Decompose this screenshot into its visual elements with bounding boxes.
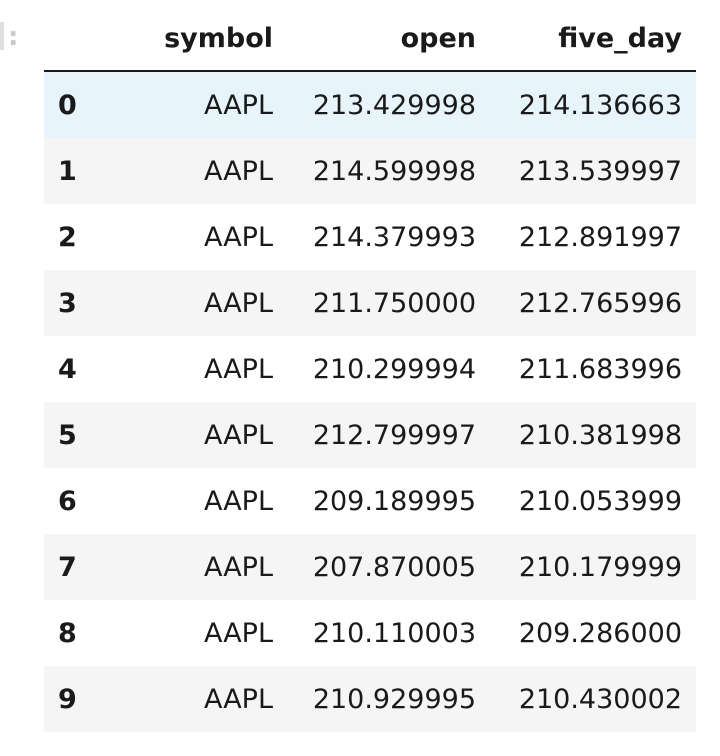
column-header-open: open xyxy=(273,4,476,72)
row-index: 1 xyxy=(58,155,77,187)
row-index: 6 xyxy=(58,485,77,517)
column-header-five-day: five_day xyxy=(476,4,696,72)
row-index: 2 xyxy=(58,221,77,253)
row-index: 3 xyxy=(58,287,77,319)
row-index: 4 xyxy=(58,353,77,385)
cell-open: 209.189995 xyxy=(312,485,476,517)
table-row: 0 AAPL 213.429998 214.136663 xyxy=(44,71,696,138)
cell-symbol: AAPL xyxy=(203,221,273,253)
column-header-symbol: symbol xyxy=(110,4,273,72)
cell-five-day: 214.136663 xyxy=(518,89,682,121)
cell-five-day: 213.539997 xyxy=(518,155,682,187)
cell-symbol: AAPL xyxy=(203,287,273,319)
table-row: 6 AAPL 209.189995 210.053999 xyxy=(44,468,696,534)
row-index: 9 xyxy=(58,683,77,715)
row-index: 5 xyxy=(58,419,77,451)
cell-five-day: 210.430002 xyxy=(518,683,682,715)
row-index: 8 xyxy=(58,617,77,649)
output-prompt-marker: : xyxy=(8,22,19,52)
table-row: 2 AAPL 214.379993 212.891997 xyxy=(44,204,696,270)
cell-symbol: AAPL xyxy=(203,683,273,715)
cell-five-day: 212.891997 xyxy=(518,221,682,253)
cell-five-day: 209.286000 xyxy=(518,617,682,649)
cell-five-day: 211.683996 xyxy=(518,353,682,385)
cell-symbol: AAPL xyxy=(203,617,273,649)
cell-open: 211.750000 xyxy=(312,287,476,319)
cell-symbol: AAPL xyxy=(203,485,273,517)
cell-open: 210.929995 xyxy=(312,683,476,715)
table-row: 9 AAPL 210.929995 210.430002 xyxy=(44,666,696,732)
cell-open: 210.299994 xyxy=(312,353,476,385)
table-row: 3 AAPL 211.750000 212.765996 xyxy=(44,270,696,336)
cell-symbol: AAPL xyxy=(203,353,273,385)
index-header xyxy=(44,4,110,72)
cell-open: 214.379993 xyxy=(312,221,476,253)
table-row: 5 AAPL 212.799997 210.381998 xyxy=(44,402,696,468)
cell-five-day: 212.765996 xyxy=(518,287,682,319)
cell-open: 214.599998 xyxy=(312,155,476,187)
cell-open: 212.799997 xyxy=(312,419,476,451)
cell-open: 210.110003 xyxy=(312,617,476,649)
table-row: 7 AAPL 207.870005 210.179999 xyxy=(44,534,696,600)
row-index: 7 xyxy=(58,551,77,583)
row-index: 0 xyxy=(58,89,77,121)
header-row: symbol open five_day xyxy=(44,4,696,72)
cell-symbol: AAPL xyxy=(203,155,273,187)
cell-symbol: AAPL xyxy=(203,551,273,583)
cell-five-day: 210.053999 xyxy=(518,485,682,517)
cell-gutter-bar xyxy=(0,22,4,50)
cell-open: 207.870005 xyxy=(312,551,476,583)
cell-symbol: AAPL xyxy=(203,89,273,121)
cell-five-day: 210.179999 xyxy=(518,551,682,583)
table-row: 8 AAPL 210.110003 209.286000 xyxy=(44,600,696,666)
table-row: 1 AAPL 214.599998 213.539997 xyxy=(44,138,696,204)
cell-open: 213.429998 xyxy=(312,89,476,121)
table-row: 4 AAPL 210.299994 211.683996 xyxy=(44,336,696,402)
cell-symbol: AAPL xyxy=(203,419,273,451)
cell-five-day: 210.381998 xyxy=(518,419,682,451)
dataframe-table: symbol open five_day 0 AAPL 213.429998 2… xyxy=(44,4,696,732)
